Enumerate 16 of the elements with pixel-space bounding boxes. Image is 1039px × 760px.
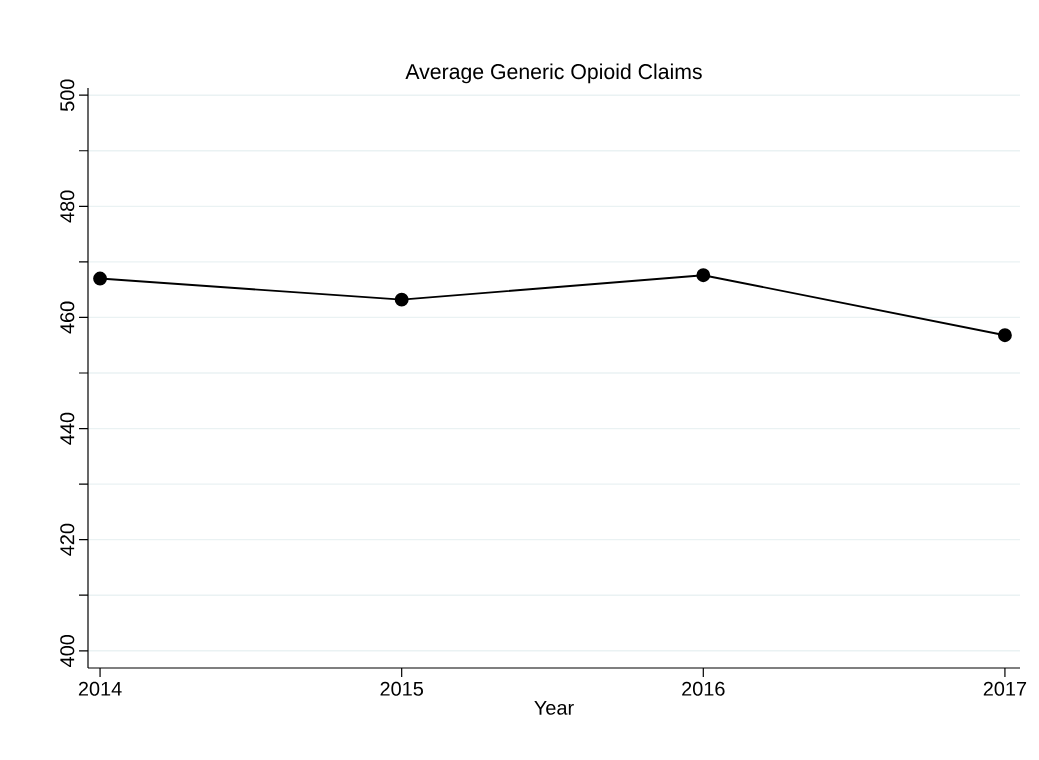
x-tick-label: 2017 — [983, 681, 1027, 696]
point — [696, 268, 711, 283]
point — [394, 292, 409, 307]
y-tick-label: 500 — [60, 79, 75, 112]
point — [997, 328, 1012, 343]
chart-title: Average Generic Opioid Claims — [405, 63, 702, 84]
y-tick-label: 460 — [60, 301, 75, 334]
x-tick-label: 2016 — [682, 681, 725, 696]
y-tick-label: 440 — [60, 412, 75, 445]
y-tick-label: 480 — [60, 190, 75, 223]
y-tick-label: 400 — [60, 634, 75, 667]
point — [93, 271, 107, 286]
x-tick-label: 2015 — [380, 681, 424, 696]
x-axis-title: Year — [534, 700, 574, 715]
x-tick-label: 2014 — [78, 681, 122, 696]
y-tick-label: 420 — [60, 523, 75, 556]
